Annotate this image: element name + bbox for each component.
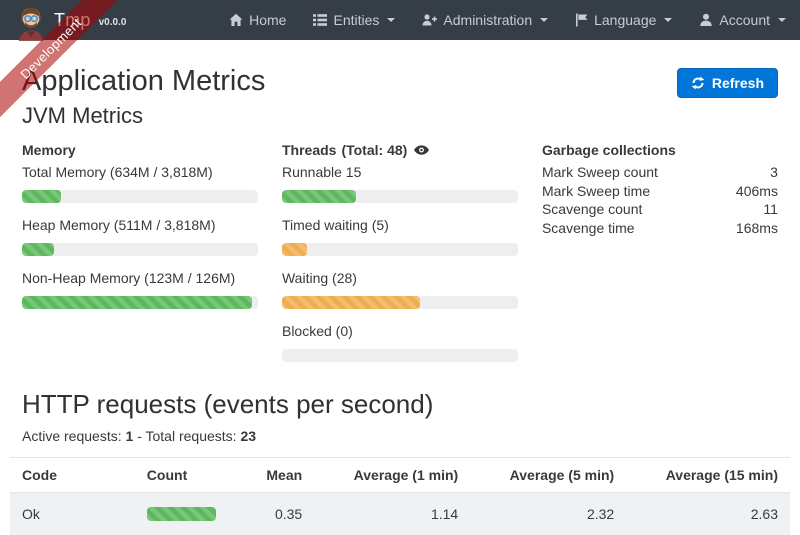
gc-label: Scavenge time — [542, 219, 635, 238]
refresh-button[interactable]: Refresh — [677, 68, 778, 98]
brand-version: v0.0.0 — [99, 17, 127, 28]
hipster-logo-icon — [14, 3, 48, 41]
cell-avg5: 2.32 — [470, 493, 626, 535]
col-header-avg15: Average (15 min) — [626, 458, 790, 493]
page-title: Application Metrics — [22, 66, 265, 98]
thread-dump-toggle[interactable] — [414, 145, 429, 155]
progress-fill — [22, 243, 54, 256]
col-header-avg1: Average (1 min) — [314, 458, 470, 493]
nav-item-administration[interactable]: Administration — [422, 12, 548, 28]
list-icon — [313, 13, 327, 27]
garbage-heading: Garbage collections — [542, 141, 778, 159]
threads-heading-label: Threads — [282, 141, 336, 159]
total-memory-label: Total Memory (634M / 3,818M) — [22, 163, 258, 181]
table-row: Ok 0.35 1.14 2.32 2.63 — [10, 493, 790, 535]
nav-item-label: Language — [594, 12, 656, 28]
chevron-down-icon — [387, 18, 395, 22]
threads-column: Threads (Total: 48) Runnable 15 Timed wa… — [270, 139, 530, 375]
main-content: Application Metrics Refresh JVM Metrics … — [0, 66, 800, 535]
gc-label: Mark Sweep time — [542, 182, 650, 201]
eye-icon — [414, 145, 429, 155]
gc-row-scavenge-count: Scavenge count 11 — [542, 200, 778, 219]
cell-avg15: 2.63 — [626, 493, 790, 535]
heap-memory-label: Heap Memory (511M / 3,818M) — [22, 216, 258, 234]
timed-waiting-label: Timed waiting (5) — [282, 216, 518, 234]
count-progressbar — [147, 507, 217, 521]
gc-row-marksweep-time: Mark Sweep time 406ms — [542, 182, 778, 201]
navbar: Tmp v0.0.0 Home Entities — [0, 0, 800, 40]
progress-fill — [282, 296, 420, 309]
jvm-metrics-title: JVM Metrics — [22, 103, 778, 129]
summary-separator: - — [137, 428, 142, 444]
threads-total: (Total: 48) — [341, 141, 407, 159]
http-requests-title: HTTP requests (events per second) — [22, 389, 778, 420]
active-requests-value: 1 — [126, 428, 134, 444]
user-plus-icon — [422, 13, 437, 27]
garbage-column: Garbage collections Mark Sweep count 3 M… — [530, 139, 790, 375]
gc-row-marksweep-count: Mark Sweep count 3 — [542, 163, 778, 182]
progress-fill — [22, 296, 252, 309]
nav-item-label: Account — [719, 12, 770, 28]
blocked-label: Blocked (0) — [282, 322, 518, 340]
nav-item-entities[interactable]: Entities — [313, 12, 395, 28]
memory-heading: Memory — [22, 141, 258, 159]
user-icon — [699, 13, 713, 27]
table-header-row: Code Count Mean Average (1 min) Average … — [10, 458, 790, 493]
nav-menu: Home Entities Administration — [229, 12, 786, 28]
gc-value: 168ms — [736, 219, 778, 238]
gc-value: 11 — [763, 200, 778, 219]
progress-fill — [282, 243, 307, 256]
nonheap-memory-progressbar — [22, 296, 258, 309]
chevron-down-icon — [540, 18, 548, 22]
refresh-button-label: Refresh — [712, 75, 764, 91]
memory-column: Memory Total Memory (634M / 3,818M) Heap… — [10, 139, 270, 375]
cell-count — [135, 493, 229, 535]
total-memory-progressbar — [22, 190, 258, 203]
cell-mean: 0.35 — [228, 493, 314, 535]
flag-icon — [575, 13, 588, 27]
nav-item-label: Entities — [333, 12, 379, 28]
nav-item-label: Administration — [443, 12, 532, 28]
http-requests-table: Code Count Mean Average (1 min) Average … — [10, 457, 790, 535]
timed-waiting-progressbar — [282, 243, 518, 256]
cell-code: Ok — [10, 493, 135, 535]
waiting-progressbar — [282, 296, 518, 309]
blocked-progressbar — [282, 349, 518, 362]
nav-item-label: Home — [249, 12, 286, 28]
chevron-down-icon — [664, 18, 672, 22]
refresh-icon — [691, 76, 705, 90]
nonheap-memory-label: Non-Heap Memory (123M / 126M) — [22, 269, 258, 287]
heap-memory-progressbar — [22, 243, 258, 256]
threads-heading: Threads (Total: 48) — [282, 141, 518, 159]
total-requests-value: 23 — [240, 428, 256, 444]
nav-item-language[interactable]: Language — [575, 12, 672, 28]
home-icon — [229, 13, 243, 27]
nav-item-account[interactable]: Account — [699, 12, 786, 28]
gc-value: 3 — [770, 163, 778, 182]
waiting-label: Waiting (28) — [282, 269, 518, 287]
gc-label: Mark Sweep count — [542, 163, 658, 182]
active-requests-label: Active requests: — [22, 428, 122, 444]
gc-label: Scavenge count — [542, 200, 642, 219]
progress-fill — [282, 190, 356, 203]
cell-avg1: 1.14 — [314, 493, 470, 535]
runnable-progressbar — [282, 190, 518, 203]
jvm-metrics-row: Memory Total Memory (634M / 3,818M) Heap… — [10, 139, 790, 375]
gc-row-scavenge-time: Scavenge time 168ms — [542, 219, 778, 238]
runnable-label: Runnable 15 — [282, 163, 518, 181]
nav-item-home[interactable]: Home — [229, 12, 286, 28]
gc-value: 406ms — [736, 182, 778, 201]
total-requests-label: Total requests: — [146, 428, 237, 444]
col-header-count: Count — [135, 458, 229, 493]
chevron-down-icon — [778, 18, 786, 22]
col-header-code: Code — [10, 458, 135, 493]
requests-summary: Active requests: 1 - Total requests: 23 — [22, 428, 778, 444]
col-header-mean: Mean — [228, 458, 314, 493]
progress-fill — [22, 190, 61, 203]
col-header-avg5: Average (5 min) — [470, 458, 626, 493]
